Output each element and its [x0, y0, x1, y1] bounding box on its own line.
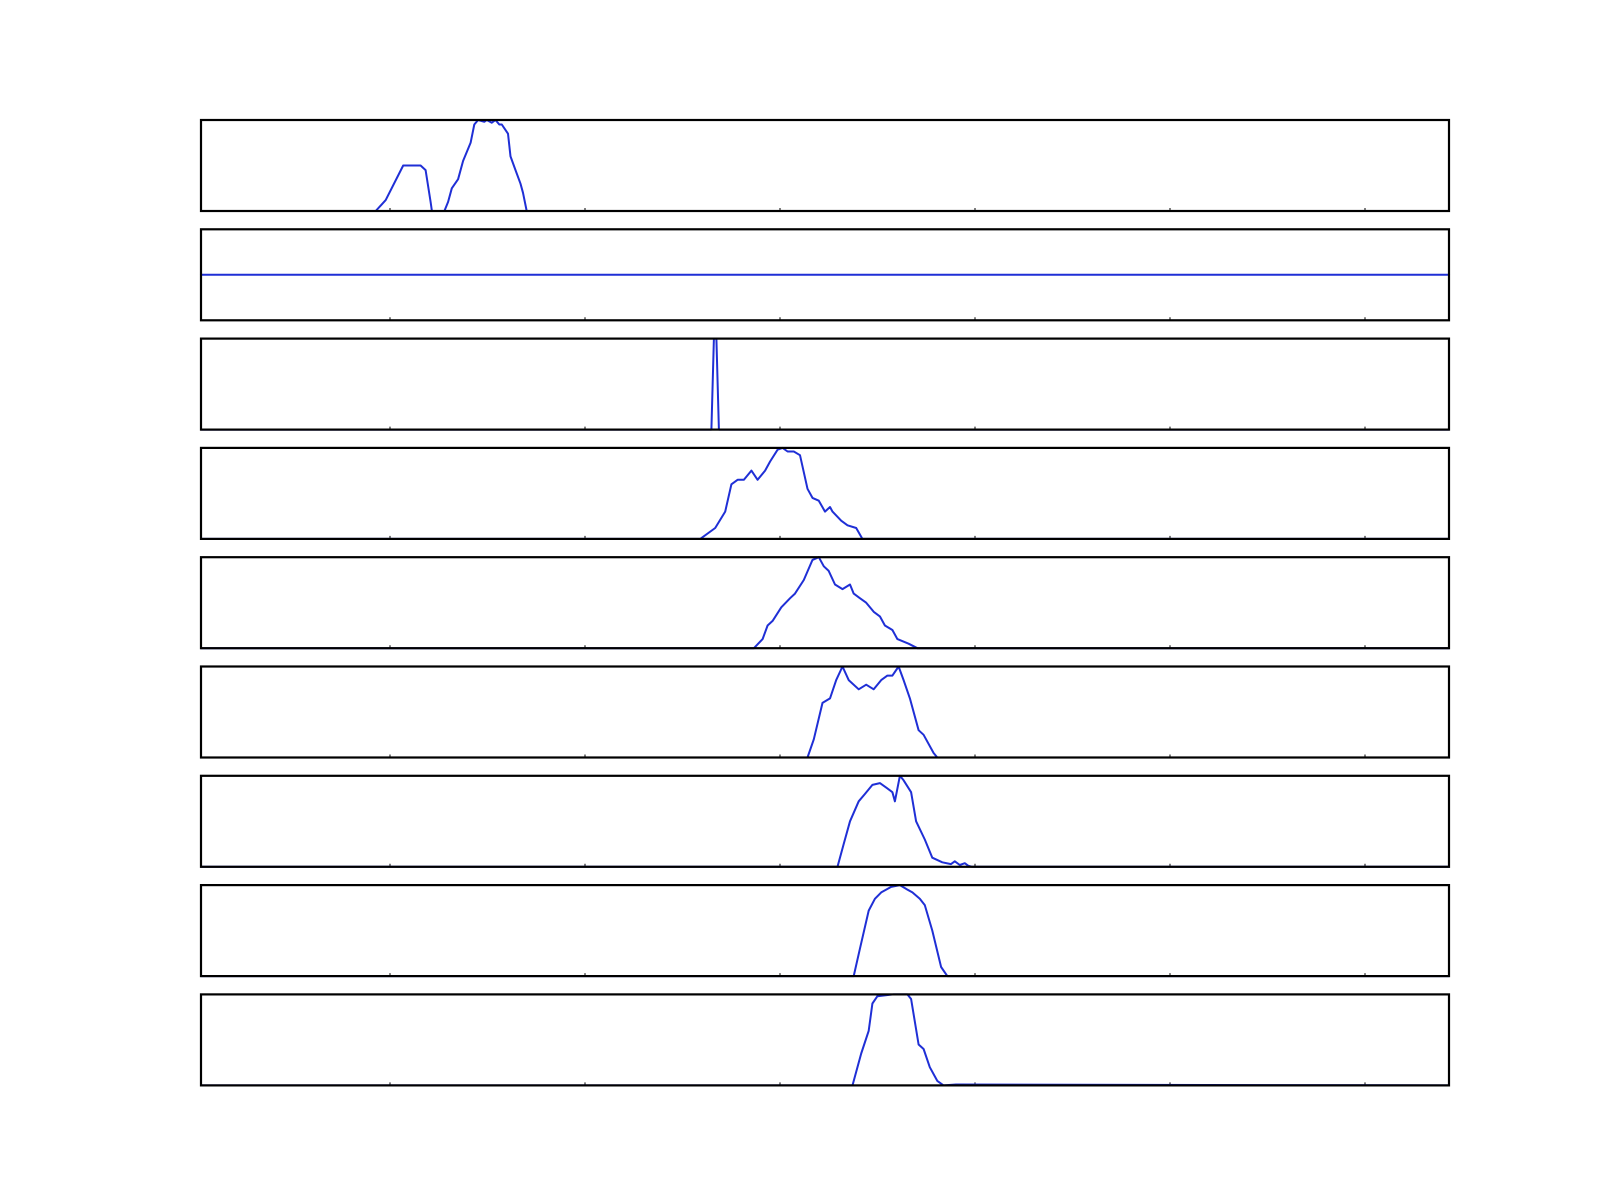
panel-1: [199, 118, 1451, 213]
panel-4-frame: [199, 446, 1451, 540]
panel-7-series-line: [200, 774, 1450, 868]
panel-2-frame: [199, 228, 1451, 322]
panel-2: [199, 228, 1451, 322]
panel-9-series-line: [200, 993, 1450, 1087]
panel-5-frame: [199, 556, 1451, 650]
panel-6-frame: [199, 665, 1451, 759]
panel-4: [199, 446, 1451, 540]
panel-9-frame: [199, 993, 1451, 1087]
panel-7-frame: [199, 774, 1451, 868]
panel-6: [199, 665, 1451, 759]
panel-6-series-line: [200, 665, 1450, 759]
panel-3: [199, 337, 1451, 431]
panel-3-frame: [199, 337, 1451, 431]
panel-9: [199, 993, 1451, 1087]
panel-7: [199, 774, 1451, 868]
panel-1-frame: [199, 118, 1451, 213]
panel-4-series-line: [200, 446, 1450, 540]
panel-8: [199, 883, 1451, 978]
panel-8-series-line: [200, 884, 1450, 978]
panel-3-series-line: [200, 337, 1450, 431]
panel-1-series-line: [200, 119, 1450, 212]
panel-8-frame: [199, 883, 1451, 978]
panel-5: [199, 556, 1451, 650]
panel-5-series-line: [200, 556, 1450, 650]
